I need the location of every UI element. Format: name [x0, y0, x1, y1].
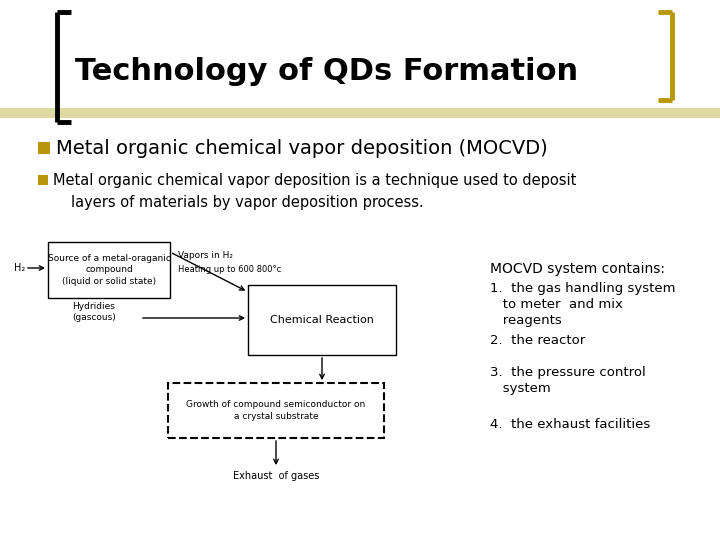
Text: Growth of compound semiconductor on
a crystal substrate: Growth of compound semiconductor on a cr… [186, 400, 366, 421]
Text: Chemical Reaction: Chemical Reaction [270, 315, 374, 325]
Bar [48, 242, 170, 298]
Bar [0, 108, 720, 118]
Text: Metal organic chemical vapor deposition is a technique used to deposit: Metal organic chemical vapor deposition … [53, 172, 577, 187]
Text: Technology of QDs Formation: Technology of QDs Formation [75, 57, 578, 86]
Bar [38, 175, 48, 185]
Text: MOCVD system contains:: MOCVD system contains: [490, 262, 665, 276]
Text: Metal organic chemical vapor deposition (MOCVD): Metal organic chemical vapor deposition … [56, 138, 548, 158]
Text: 3.  the pressure control
   system: 3. the pressure control system [490, 366, 646, 395]
Text: 2.  the reactor: 2. the reactor [490, 334, 585, 347]
Text: 1.  the gas handling system
   to meter  and mix
   reagents: 1. the gas handling system to meter and … [490, 282, 675, 327]
Text: Heating up to 600 800°c: Heating up to 600 800°c [178, 266, 282, 274]
Text: Hydridies
(gascous): Hydridies (gascous) [72, 302, 116, 322]
Bar [248, 285, 396, 355]
Text: Source of a metal-oraganic
compound
(liquid or solid state): Source of a metal-oraganic compound (liq… [48, 254, 171, 286]
Text: layers of materials by vapor deposition process.: layers of materials by vapor deposition … [71, 194, 424, 210]
Text: H₂: H₂ [14, 263, 25, 273]
Text: Exhaust  of gases: Exhaust of gases [233, 471, 319, 481]
Text: Vapors in H₂: Vapors in H₂ [178, 251, 233, 260]
Bar [168, 383, 384, 438]
Bar [38, 142, 50, 154]
Text: 4.  the exhaust facilities: 4. the exhaust facilities [490, 418, 650, 431]
